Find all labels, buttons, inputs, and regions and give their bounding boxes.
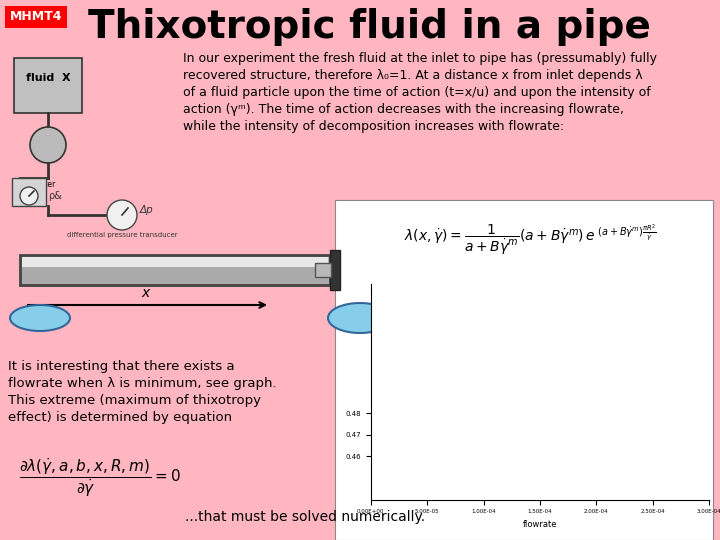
FancyBboxPatch shape xyxy=(22,257,328,267)
FancyBboxPatch shape xyxy=(5,6,67,28)
Text: pump: pump xyxy=(35,133,61,143)
Text: x: x xyxy=(141,286,149,300)
Text: MHMT4: MHMT4 xyxy=(10,10,62,24)
Text: Thixotropic fluid in a pipe: Thixotropic fluid in a pipe xyxy=(88,8,651,46)
Text: $\dfrac{\partial\lambda(\dot{\gamma},a,b,x,R,m)}{\partial\dot{\gamma}}=0$: $\dfrac{\partial\lambda(\dot{\gamma},a,b… xyxy=(19,456,181,498)
FancyBboxPatch shape xyxy=(20,255,330,285)
FancyBboxPatch shape xyxy=(335,200,713,540)
Text: Δp: Δp xyxy=(140,205,154,215)
Text: fluid  X: fluid X xyxy=(26,73,71,83)
FancyBboxPatch shape xyxy=(14,58,82,113)
FancyBboxPatch shape xyxy=(315,263,331,277)
FancyBboxPatch shape xyxy=(330,250,340,290)
Text: In our experiment the fresh fluid at the inlet to pipe has (pressumably) fully
r: In our experiment the fresh fluid at the… xyxy=(183,52,657,133)
FancyBboxPatch shape xyxy=(12,178,46,206)
Circle shape xyxy=(20,187,38,205)
Text: λ=1: λ=1 xyxy=(27,312,53,325)
Text: 2R: 2R xyxy=(120,265,136,275)
Ellipse shape xyxy=(10,305,70,331)
Text: It is interesting that there exists a
flowrate when λ is minimum, see graph.
Thi: It is interesting that there exists a fl… xyxy=(8,360,276,424)
Text: λ=?: λ=? xyxy=(348,312,372,325)
Text: differential pressure transducer: differential pressure transducer xyxy=(67,232,177,238)
Ellipse shape xyxy=(328,303,392,333)
Circle shape xyxy=(30,127,66,163)
Circle shape xyxy=(107,200,137,230)
Text: $\lambda(x, \dot{\gamma}) = \dfrac{1}{a+B\dot{\gamma}^m}(a+B\dot{\gamma}^m)\,e^{: $\lambda(x, \dot{\gamma}) = \dfrac{1}{a+… xyxy=(404,222,657,258)
Text: ρ&: ρ& xyxy=(48,191,62,201)
Text: flow meter: flow meter xyxy=(14,180,55,189)
Text: ...that must be solved numerically.: ...that must be solved numerically. xyxy=(185,510,425,524)
X-axis label: flowrate: flowrate xyxy=(523,520,557,529)
